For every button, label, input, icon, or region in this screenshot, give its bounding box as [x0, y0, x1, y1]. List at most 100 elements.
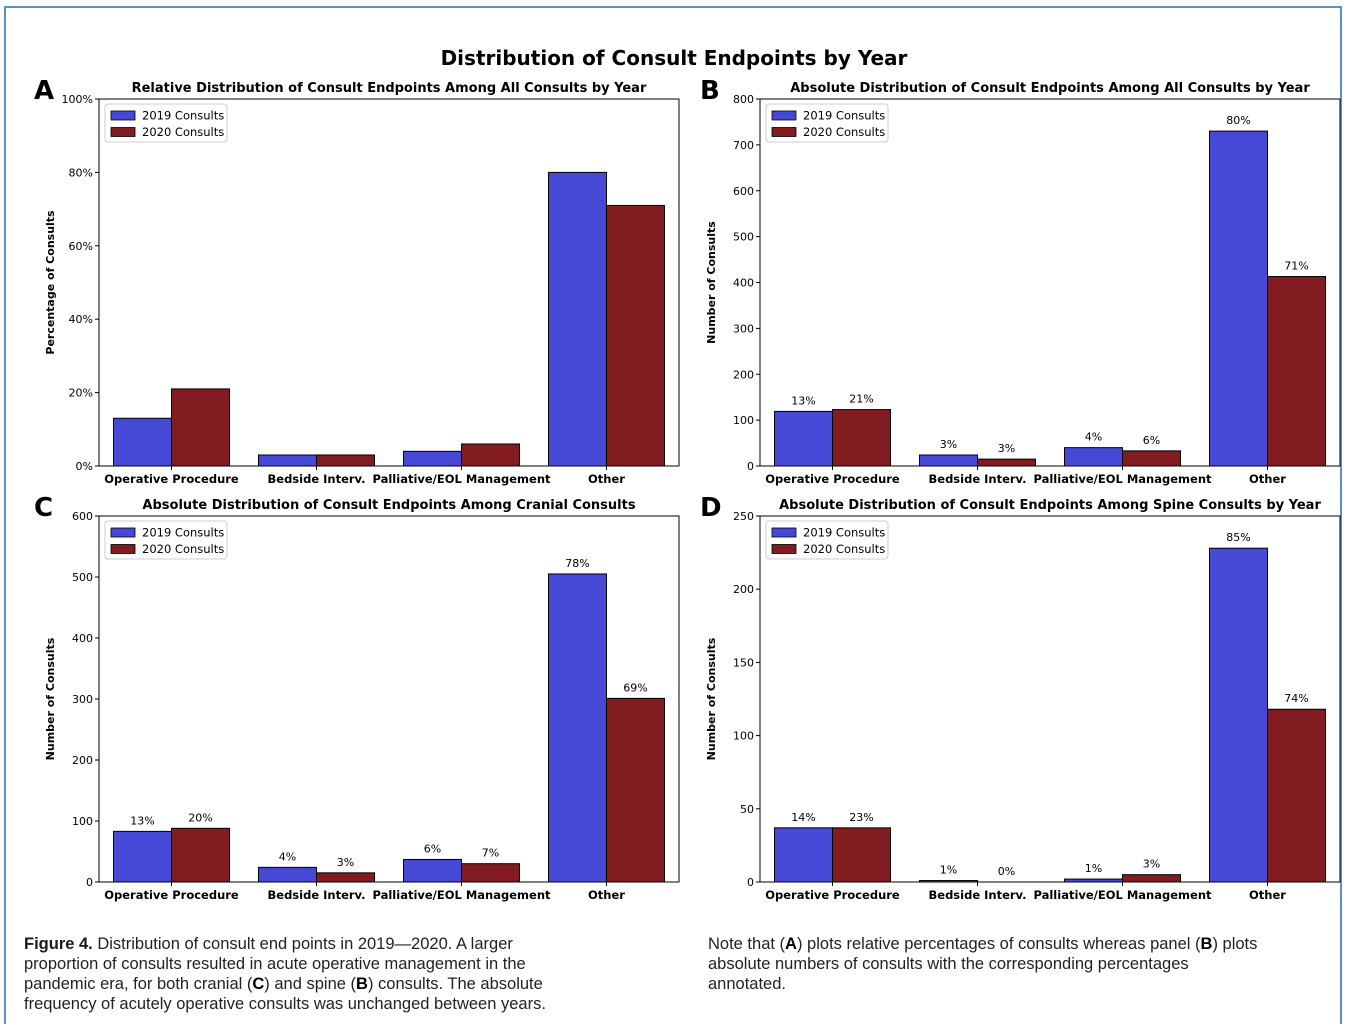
y-tick-label: 300	[72, 693, 93, 706]
bar-data-label: 74%	[1284, 692, 1308, 705]
y-tick-label: 700	[733, 139, 754, 152]
bar-data-label: 3%	[1143, 858, 1160, 871]
bar	[171, 388, 230, 467]
bar	[548, 171, 607, 467]
bar-data-label: 3%	[998, 442, 1015, 455]
x-tick-label: Other	[1249, 472, 1286, 486]
figure-frame	[4, 6, 1342, 1024]
caption-panel-ref: B	[356, 975, 368, 993]
legend-swatch	[110, 127, 136, 137]
caption-line: Note that (A) plots relative percentages…	[708, 935, 1258, 953]
bar	[832, 409, 891, 467]
legend-label: 2020 Consults	[803, 542, 885, 556]
chart-area: A Relative Distribution of Consult Endpoi…	[34, 76, 1341, 902]
bar-data-label: 3%	[337, 856, 354, 869]
legend-label: 2020 Consults	[142, 542, 224, 556]
y-tick-label: 100%	[62, 93, 93, 106]
y-tick-label: 0	[747, 876, 754, 889]
figure-caption-right: Note that (A) plots relative percentages…	[708, 934, 1338, 994]
panel-letter: D	[700, 493, 722, 523]
caption-panel-ref: A	[785, 935, 797, 953]
bar	[977, 458, 1036, 467]
bar	[774, 827, 833, 883]
panel-letter: B	[700, 76, 720, 106]
bar-data-label: 13%	[130, 814, 154, 827]
y-tick-label: 0	[86, 876, 93, 889]
y-tick-label: 400	[72, 632, 93, 645]
x-tick-label: Other	[588, 888, 625, 902]
y-axis-label: Number of Consults	[705, 637, 718, 760]
bar	[1064, 447, 1123, 467]
bar	[606, 697, 665, 883]
y-tick-label: 0%	[76, 460, 93, 473]
bar	[1209, 547, 1268, 883]
figure-title: Distribution of Consult Endpoints by Yea…	[440, 46, 908, 70]
caption-line: frequency of acutely operative consults …	[24, 995, 546, 1013]
caption-line: pandemic era, for both cranial (C) and s…	[24, 975, 543, 993]
caption-line: Figure 4. Distribution of consult end po…	[24, 935, 513, 953]
y-tick-label: 40%	[69, 313, 93, 326]
x-tick-label: Bedside Interv.	[268, 472, 366, 486]
bar-data-label: 6%	[1143, 434, 1160, 447]
caption-line: absolute numbers of consults with the co…	[708, 955, 1189, 973]
x-tick-label: Operative Procedure	[104, 472, 239, 486]
y-tick-label: 100	[733, 414, 754, 427]
bar	[258, 866, 317, 883]
bar-data-label: 13%	[791, 394, 815, 407]
legend-label: 2020 Consults	[803, 125, 885, 139]
bar	[171, 827, 230, 883]
bar	[316, 454, 375, 467]
legend-swatch	[110, 544, 136, 554]
panel-title: Absolute Distribution of Consult Endpoin…	[790, 81, 1310, 96]
y-tick-label: 20%	[69, 387, 93, 400]
legend-swatch	[771, 127, 797, 137]
bar-data-label: 20%	[188, 811, 212, 824]
bar	[403, 450, 462, 467]
bar	[403, 858, 462, 883]
legend-box	[104, 103, 228, 143]
y-tick-label: 0	[747, 460, 754, 473]
plot-frame	[759, 515, 1341, 883]
bar-data-label: 4%	[1085, 431, 1102, 444]
x-tick-label: Bedside Interv.	[268, 888, 366, 902]
x-tick-label: Operative Procedure	[765, 472, 900, 486]
y-tick-label: 300	[733, 322, 754, 335]
y-tick-label: 200	[733, 368, 754, 381]
bar-data-label: 3%	[940, 438, 957, 451]
legend-box	[104, 520, 228, 560]
y-tick-label: 600	[72, 510, 93, 523]
legend-label: 2020 Consults	[142, 125, 224, 139]
y-tick-label: 800	[733, 93, 754, 106]
y-tick-label: 500	[733, 231, 754, 244]
bar-data-label: 0%	[998, 865, 1015, 878]
bar	[919, 454, 978, 467]
bar	[113, 830, 172, 883]
bar	[258, 454, 317, 467]
legend-label: 2019 Consults	[142, 109, 224, 123]
y-tick-label: 100	[72, 815, 93, 828]
caption-line: proportion of consults resulted in acute…	[24, 955, 526, 973]
panel-letter: A	[34, 76, 54, 106]
panel-title: Absolute Distribution of Consult Endpoin…	[142, 498, 635, 513]
bar	[548, 573, 607, 883]
y-axis-label: Percentage of Consults	[44, 210, 57, 355]
y-tick-label: 400	[733, 277, 754, 290]
y-tick-label: 60%	[69, 240, 93, 253]
x-tick-label: Palliative/EOL Management	[372, 472, 551, 486]
x-tick-label: Other	[1249, 888, 1286, 902]
legend-swatch	[110, 527, 136, 538]
x-tick-label: Bedside Interv.	[929, 472, 1027, 486]
bar	[316, 872, 375, 883]
y-tick-label: 600	[733, 185, 754, 198]
bar-data-label: 7%	[482, 847, 499, 860]
legend-swatch	[771, 544, 797, 554]
bar	[461, 443, 520, 467]
bar	[1122, 450, 1181, 467]
x-tick-label: Operative Procedure	[104, 888, 239, 902]
y-tick-label: 50	[740, 803, 754, 816]
x-tick-label: Operative Procedure	[765, 888, 900, 902]
bar	[1267, 708, 1326, 883]
y-tick-label: 150	[733, 656, 754, 669]
y-tick-label: 500	[72, 571, 93, 584]
bar-data-label: 71%	[1284, 260, 1308, 273]
